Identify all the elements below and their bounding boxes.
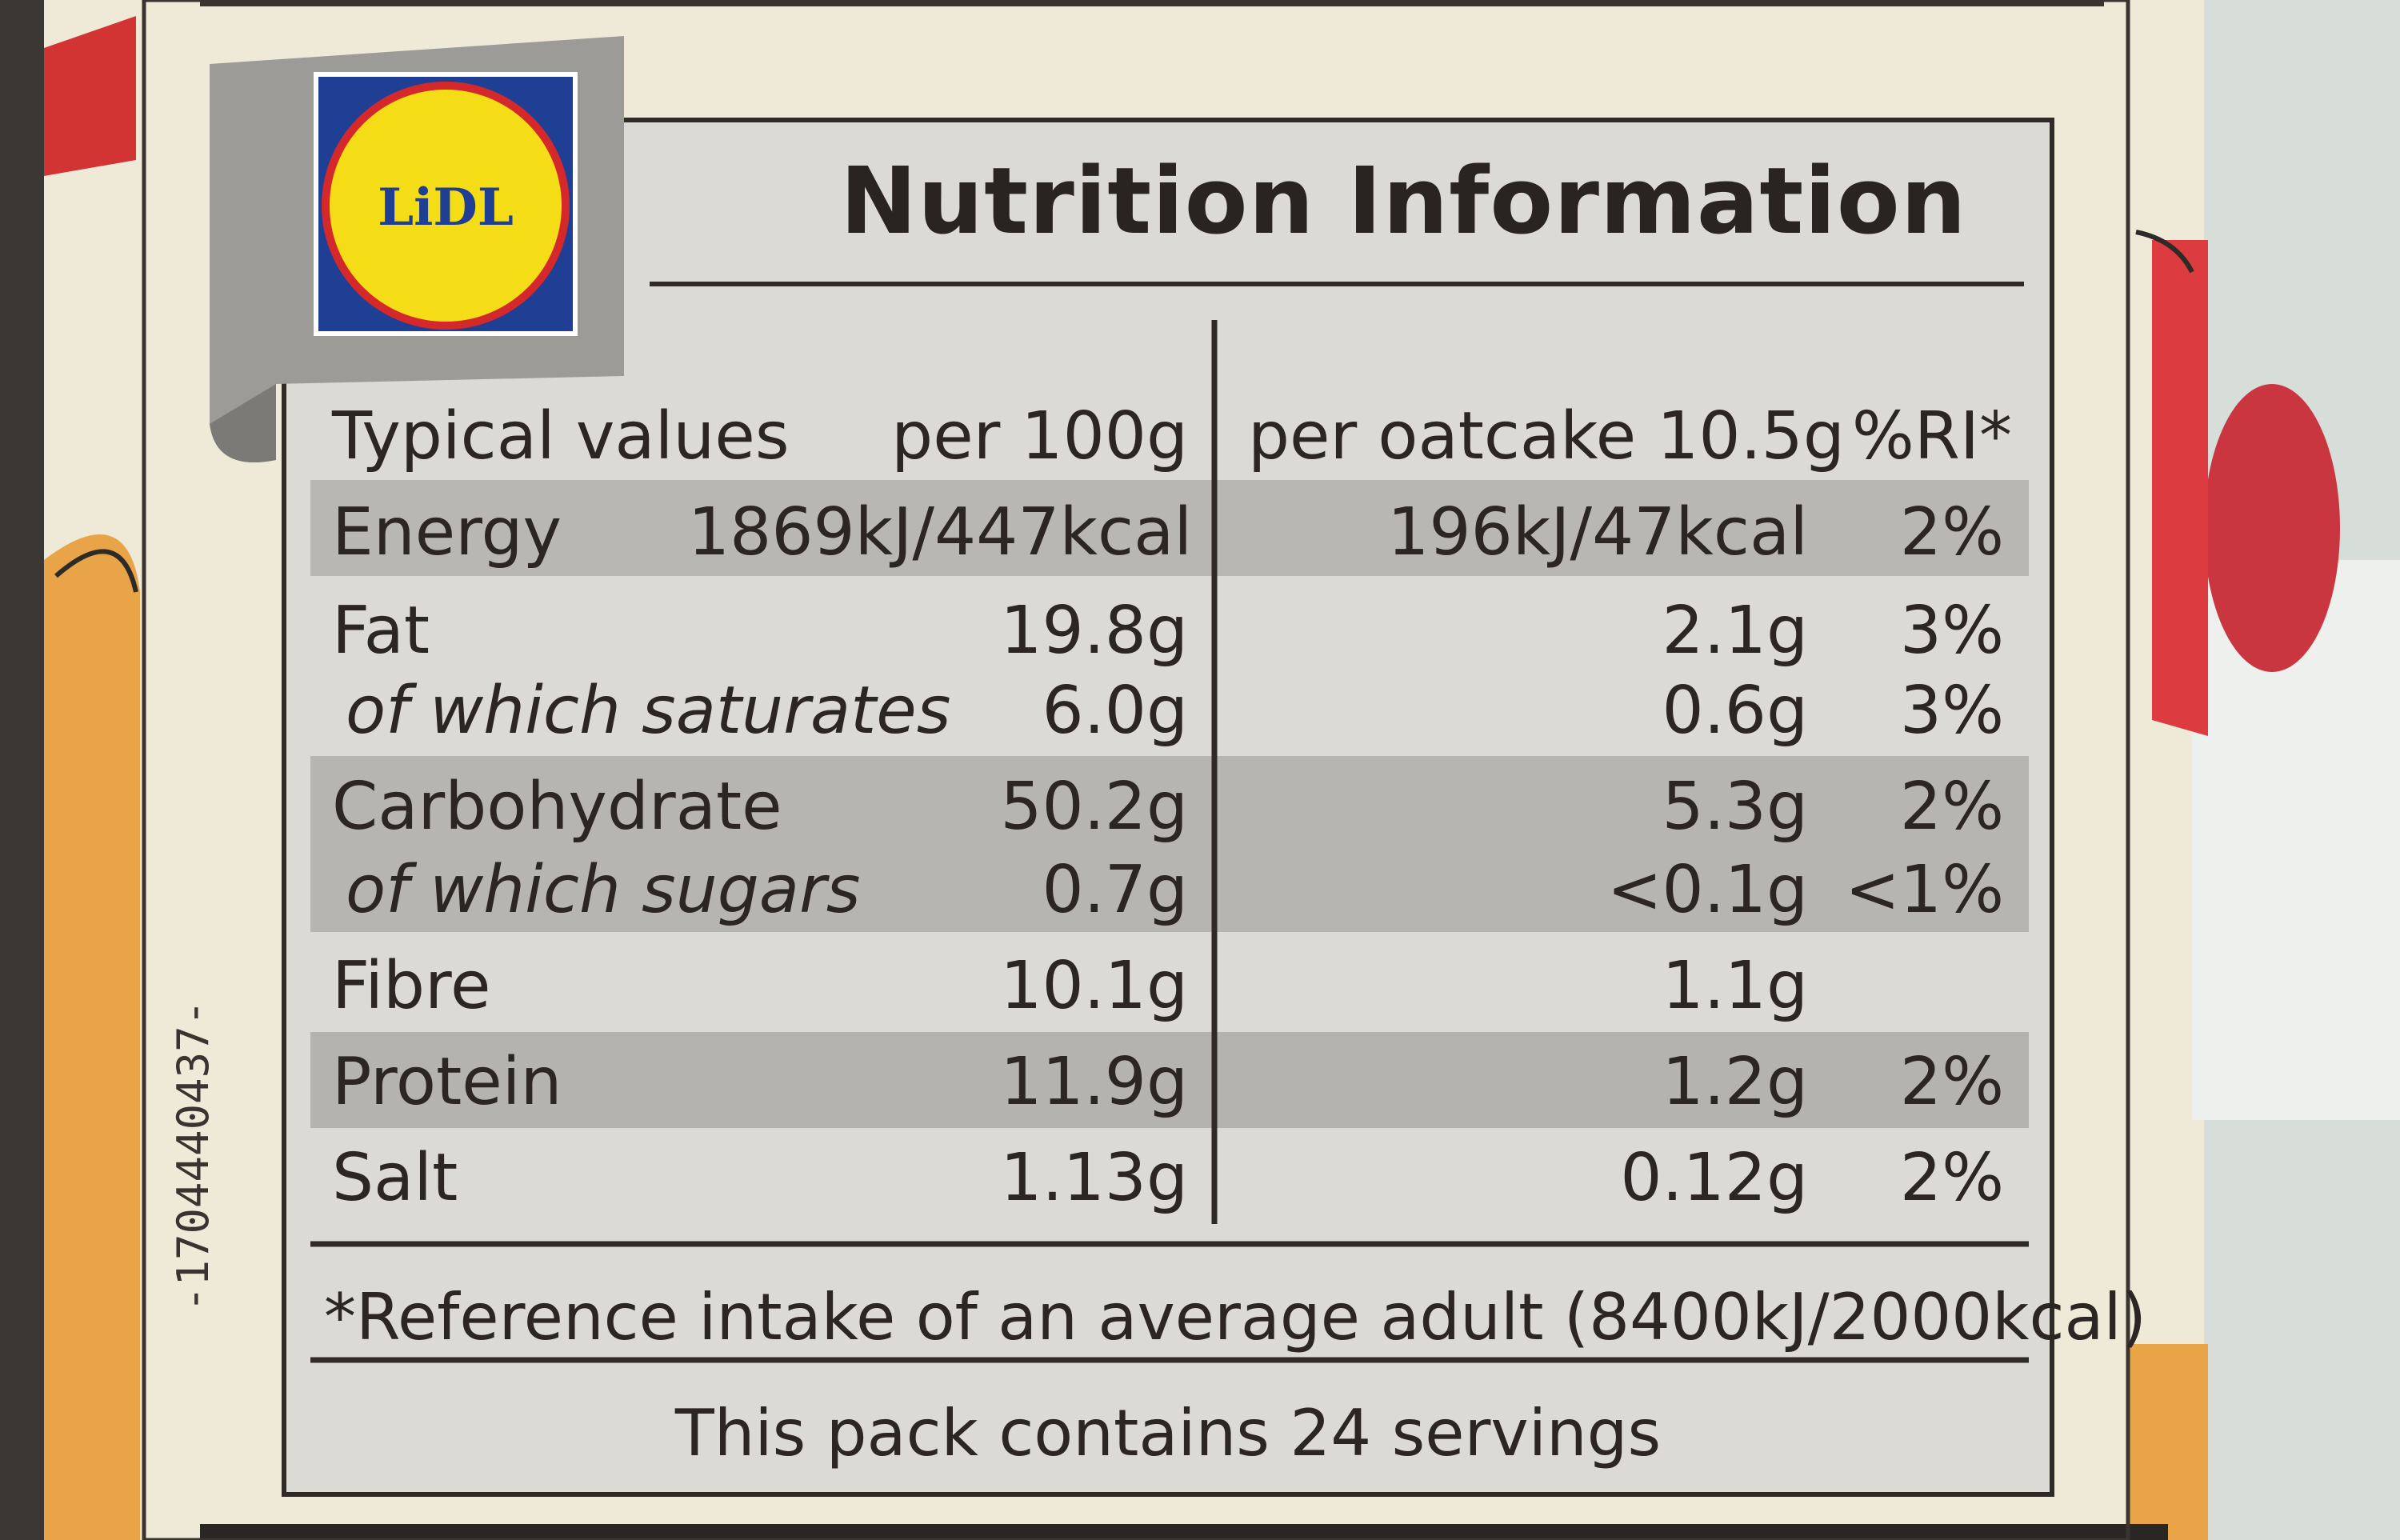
row-ri: 2%: [1899, 769, 2004, 845]
row-per-serving: <0.1g: [1606, 852, 1808, 928]
reference-intake-footnote: *Reference intake of an average adult (8…: [324, 1280, 2146, 1354]
row-per100: 19.8g: [1000, 593, 1188, 669]
row-ri: 3%: [1899, 593, 2004, 669]
row-ri: <1%: [1845, 852, 2004, 928]
row-per-serving: 0.6g: [1662, 673, 1808, 749]
row-per100: 1869kJ/447kcal: [688, 494, 1193, 570]
lidl-logo-icon: LiDL: [378, 178, 514, 238]
row-label: Energy: [332, 494, 562, 570]
header-per-100g: per 100g: [891, 398, 1188, 474]
servings-note: This pack contains 24 servings: [674, 1396, 1662, 1470]
panel-title: Nutrition Information: [840, 148, 1967, 255]
row-ri: 2%: [1899, 1140, 2004, 1216]
row-label: of which sugars: [346, 852, 861, 928]
batch-code: -1704440437-: [168, 999, 218, 1312]
row-per100: 0.7g: [1042, 852, 1188, 928]
row-label: Fibre: [332, 948, 491, 1024]
row-label: Carbohydrate: [332, 769, 782, 845]
row-label: Fat: [332, 593, 430, 669]
row-ri: 2%: [1899, 494, 2004, 570]
header-per-oatcake: per oatcake 10.5g: [1248, 398, 1845, 474]
row-per-serving: 1.2g: [1662, 1044, 1808, 1120]
row-per100: 11.9g: [1000, 1044, 1188, 1120]
row-per-serving: 196kJ/47kcal: [1387, 494, 1808, 570]
row-label: of which saturates: [346, 673, 951, 749]
row-per-serving: 5.3g: [1662, 769, 1808, 845]
header-ri: %RI*: [1851, 398, 2012, 474]
row-label: Salt: [332, 1140, 458, 1216]
row-per100: 6.0g: [1042, 673, 1188, 749]
header-typical-values: Typical values: [332, 398, 790, 474]
row-per100: 1.13g: [1000, 1140, 1188, 1216]
row-ri: 3%: [1899, 673, 2004, 749]
row-per-serving: 2.1g: [1662, 593, 1808, 669]
row-label: Protein: [332, 1044, 562, 1120]
row-ri: 2%: [1899, 1044, 2004, 1120]
row-per100: 10.1g: [1000, 948, 1188, 1024]
row-per-serving: 1.1g: [1662, 948, 1808, 1024]
row-per-serving: 0.12g: [1620, 1140, 1808, 1216]
row-per100: 50.2g: [1000, 769, 1188, 845]
